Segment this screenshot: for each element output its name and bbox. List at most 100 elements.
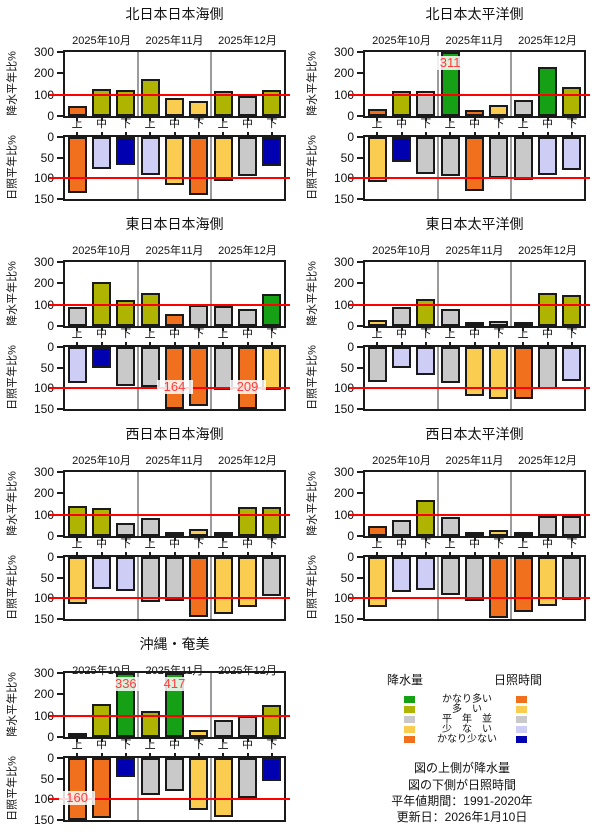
x-tick-label: 中 — [96, 328, 107, 340]
x-tick-mark — [473, 552, 476, 555]
x-tick-label: 上 — [144, 118, 156, 130]
panel-title: 東日本日本海側 — [125, 216, 224, 232]
panel-title: 西日本太平洋側 — [425, 426, 524, 442]
y-tick-label: 150 — [33, 402, 54, 416]
y-tick-label: 100 — [33, 507, 54, 522]
y-tick-mark — [357, 471, 363, 473]
bar-sun — [92, 347, 111, 368]
y-tick-mark — [57, 136, 63, 138]
bar-sun — [238, 347, 257, 409]
bar-precip — [367, 108, 387, 116]
bar-precip — [538, 66, 557, 116]
bar-precip — [189, 729, 209, 737]
x-tick-label: 上 — [217, 118, 229, 130]
bar-precip — [538, 515, 557, 536]
x-tick-mark — [424, 328, 427, 331]
clipped-value-label: 164 — [156, 380, 193, 394]
bar-sun — [67, 557, 87, 604]
bar-precip — [116, 90, 136, 116]
legend-row-label: かなり少ない — [437, 734, 497, 745]
y-tick-mark — [357, 51, 363, 53]
x-tick-mark — [124, 328, 127, 331]
bar-sun — [67, 347, 87, 384]
month-header: 2025年10月 — [72, 455, 131, 467]
y-tick-mark — [57, 535, 63, 537]
month-separator — [510, 347, 512, 409]
x-tick-label: 中 — [542, 118, 553, 130]
bar-precip — [465, 531, 484, 536]
bar-precip — [262, 507, 282, 536]
x-tick-mark — [149, 739, 152, 742]
x-tick-mark — [449, 342, 452, 345]
x-tick-mark — [246, 753, 249, 756]
legend-swatch-precipitation — [404, 716, 415, 723]
x-tick-mark — [246, 538, 249, 541]
x-tick-mark — [246, 118, 249, 121]
y-tick-label: 300 — [333, 255, 354, 269]
bar-sun — [92, 758, 111, 818]
panel-title: 沖縄・奄美 — [139, 636, 210, 652]
y-tick-label: 50 — [40, 570, 54, 585]
x-tick-mark — [270, 342, 273, 345]
x-tick-mark — [173, 538, 176, 541]
y-tick-label: 50 — [340, 570, 354, 585]
y-tick-label: 0 — [347, 529, 354, 543]
x-tick-mark — [222, 538, 225, 541]
legend-row-label: 多 い — [452, 704, 482, 715]
month-header: 2025年12月 — [518, 35, 577, 47]
x-tick-mark — [100, 552, 103, 555]
y-tick-label: 100 — [333, 87, 354, 102]
reference-line-100 — [49, 177, 290, 179]
y-tick-label: 100 — [333, 381, 354, 396]
x-tick-label: 下 — [266, 739, 278, 751]
note-normal-period: 平年値期間：1991-2020年 — [391, 794, 533, 808]
panel-title: 東日本太平洋側 — [425, 216, 524, 232]
month-header: 2025年10月 — [72, 245, 131, 257]
x-tick-mark — [76, 132, 79, 135]
y-tick-label: 100 — [333, 171, 354, 186]
bar-precip — [140, 517, 160, 536]
bar-precip — [538, 292, 557, 326]
bar-sun — [489, 347, 509, 399]
x-tick-label: 下 — [193, 328, 205, 340]
month-separator — [510, 137, 512, 199]
y-tick-label: 50 — [340, 150, 354, 165]
x-tick-label: 上 — [517, 538, 529, 550]
x-tick-mark — [449, 132, 452, 135]
x-tick-mark — [149, 538, 152, 541]
y-tick-mark — [57, 366, 63, 369]
month-separator — [137, 52, 139, 116]
bar-sun — [116, 347, 136, 387]
bar-precip — [465, 109, 484, 116]
y-tick-mark — [357, 492, 363, 495]
x-tick-label: 下 — [420, 538, 432, 550]
month-header: 2025年11月 — [145, 245, 204, 257]
bar-precip — [489, 529, 509, 536]
x-tick-mark — [76, 118, 79, 121]
x-tick-label: 下 — [493, 328, 505, 340]
x-tick-mark — [424, 552, 427, 555]
bar-sun — [562, 347, 582, 381]
month-separator — [137, 557, 139, 619]
x-tick-label: 上 — [444, 538, 456, 550]
x-tick-label: 中 — [169, 538, 180, 550]
x-tick-mark — [424, 538, 427, 541]
y-tick-label: 300 — [33, 666, 54, 680]
x-tick-mark — [270, 552, 273, 555]
y-tick-mark — [57, 492, 63, 495]
y-tick-mark — [357, 576, 363, 579]
x-tick-label: 下 — [266, 328, 278, 340]
month-header: 2025年11月 — [445, 245, 504, 257]
y-tick-label: 200 — [333, 486, 354, 501]
y-tick-mark — [57, 346, 63, 348]
panel-okinawa-amami: 沖縄・奄美 2025年10月 2025年11月 2025年12月 降水平年比% 300 20… — [0, 630, 300, 840]
legend-swatch-sunshine — [516, 716, 527, 723]
x-tick-mark — [424, 342, 427, 345]
x-tick-mark — [400, 552, 403, 555]
y-tick-mark — [57, 777, 63, 780]
y-tick-label: 200 — [333, 276, 354, 291]
x-tick-label: 下 — [566, 328, 578, 340]
clipped-value-label: 336 — [107, 677, 144, 691]
x-tick-label: 下 — [420, 118, 432, 130]
x-tick-label: 上 — [444, 118, 456, 130]
